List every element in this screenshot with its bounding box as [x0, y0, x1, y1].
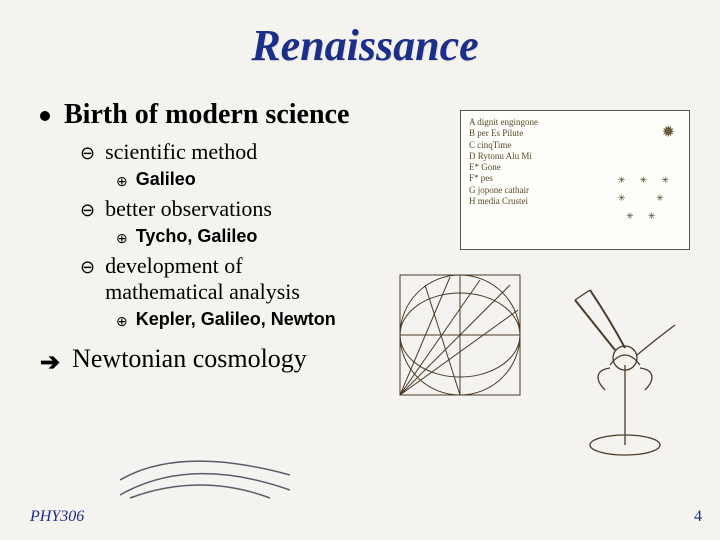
main-heading: Birth of modern science	[64, 99, 349, 131]
slide-title: Renaissance	[40, 20, 690, 71]
subsub-label: Galileo	[136, 169, 196, 190]
bullet-dot-icon	[40, 111, 50, 121]
manuscript-line: A dignit engingone	[469, 117, 681, 128]
slide: Renaissance Birth of modern science ⊖ sc…	[0, 0, 720, 540]
sub-label: better observations	[105, 196, 272, 222]
sun-icon: ✹	[662, 123, 675, 143]
star-dots: ✳ ✳ ✳✳ ✳ ✳ ✳	[618, 171, 675, 225]
plus-circle-icon: ⊕	[116, 173, 128, 190]
minus-circle-icon: ⊖	[80, 257, 95, 278]
footer-course: PHY306	[30, 508, 84, 526]
plus-circle-icon: ⊕	[116, 230, 128, 247]
manuscript-line: C cinqTime	[469, 140, 681, 151]
manuscript-line: D Rytonu Alu Mi	[469, 151, 681, 162]
figure-manuscript: A dignit engingone B per Es Pilute C cin…	[460, 110, 690, 250]
conclusion-text: Newtonian cosmology	[72, 344, 307, 374]
figure-comet	[120, 440, 290, 500]
sub-label: development of mathematical analysis	[105, 253, 365, 305]
arrow-right-icon: ➔	[40, 348, 60, 377]
subsub-label: Kepler, Galileo, Newton	[136, 309, 336, 330]
figure-geometric-diagram	[380, 255, 540, 415]
subsub-label: Tycho, Galileo	[136, 226, 258, 247]
sub-label: scientific method	[105, 139, 257, 165]
figure-telescope	[555, 270, 690, 460]
footer-page: 4	[694, 508, 702, 526]
minus-circle-icon: ⊖	[80, 143, 95, 164]
minus-circle-icon: ⊖	[80, 200, 95, 221]
manuscript-line: B per Es Pilute	[469, 128, 681, 139]
plus-circle-icon: ⊕	[116, 313, 128, 330]
